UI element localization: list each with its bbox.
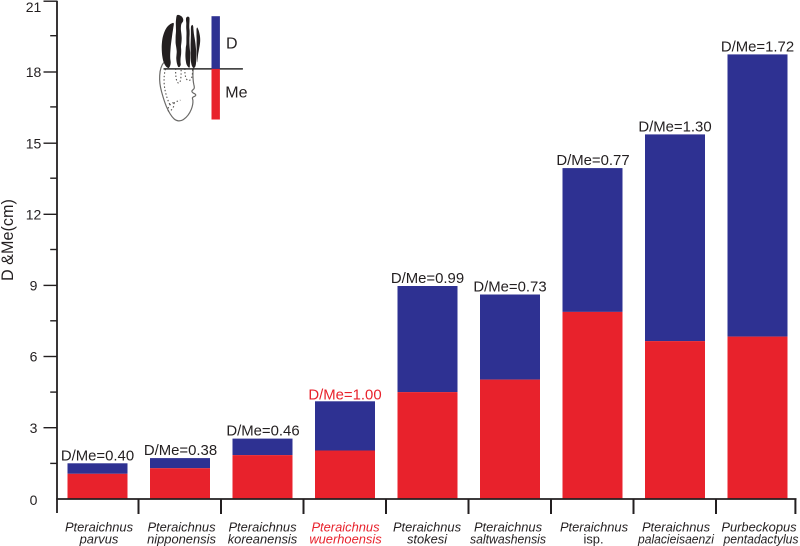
- svg-text:D/Me=0.99: D/Me=0.99: [391, 271, 464, 287]
- svg-text:isp.: isp.: [583, 532, 603, 546]
- svg-text:3: 3: [30, 420, 38, 436]
- svg-text:D/Me=1.72: D/Me=1.72: [721, 39, 794, 55]
- svg-text:stokesi: stokesi: [407, 532, 448, 546]
- svg-text:Pteraichnus: Pteraichnus: [65, 519, 134, 534]
- svg-text:Pteraichnus: Pteraichnus: [642, 519, 711, 534]
- svg-text:Pteraichnus: Pteraichnus: [393, 519, 462, 534]
- svg-text:Pteraichnus: Pteraichnus: [228, 519, 297, 534]
- svg-text:D &Me(cm): D &Me(cm): [0, 199, 17, 281]
- svg-text:Pteraichnus: Pteraichnus: [474, 519, 543, 534]
- svg-text:12: 12: [26, 206, 42, 222]
- svg-text:21: 21: [26, 0, 42, 15]
- svg-text:pentadactylus: pentadactylus: [723, 532, 799, 546]
- svg-text:Me: Me: [225, 84, 247, 101]
- svg-text:9: 9: [30, 278, 38, 294]
- svg-text:D/Me=1.00: D/Me=1.00: [308, 387, 381, 403]
- svg-text:saltwashensis: saltwashensis: [470, 532, 547, 546]
- svg-text:palacieisaenzi: palacieisaenzi: [637, 532, 715, 546]
- svg-text:koreanensis: koreanensis: [228, 532, 298, 546]
- svg-text:15: 15: [26, 135, 42, 151]
- svg-text:wuerhoensis: wuerhoensis: [309, 532, 382, 546]
- svg-text:D/Me=0.77: D/Me=0.77: [556, 153, 629, 169]
- svg-text:nipponensis: nipponensis: [147, 532, 216, 546]
- svg-text:D/Me=1.30: D/Me=1.30: [638, 119, 711, 135]
- svg-text:Purbeckopus: Purbeckopus: [721, 519, 797, 534]
- svg-text:parvus: parvus: [79, 532, 119, 546]
- svg-text:D/Me=0.40: D/Me=0.40: [61, 448, 134, 464]
- svg-text:18: 18: [26, 64, 42, 80]
- svg-text:D/Me=0.38: D/Me=0.38: [144, 443, 217, 459]
- svg-text:D/Me=0.73: D/Me=0.73: [473, 280, 546, 296]
- svg-text:0: 0: [30, 492, 38, 508]
- svg-text:6: 6: [30, 349, 38, 365]
- svg-text:Pteraichnus: Pteraichnus: [311, 519, 380, 534]
- svg-text:D/Me=0.46: D/Me=0.46: [226, 424, 299, 440]
- svg-text:Pteraichnus: Pteraichnus: [147, 519, 216, 534]
- svg-text:D: D: [226, 35, 238, 52]
- svg-text:Pteraichnus: Pteraichnus: [560, 519, 629, 534]
